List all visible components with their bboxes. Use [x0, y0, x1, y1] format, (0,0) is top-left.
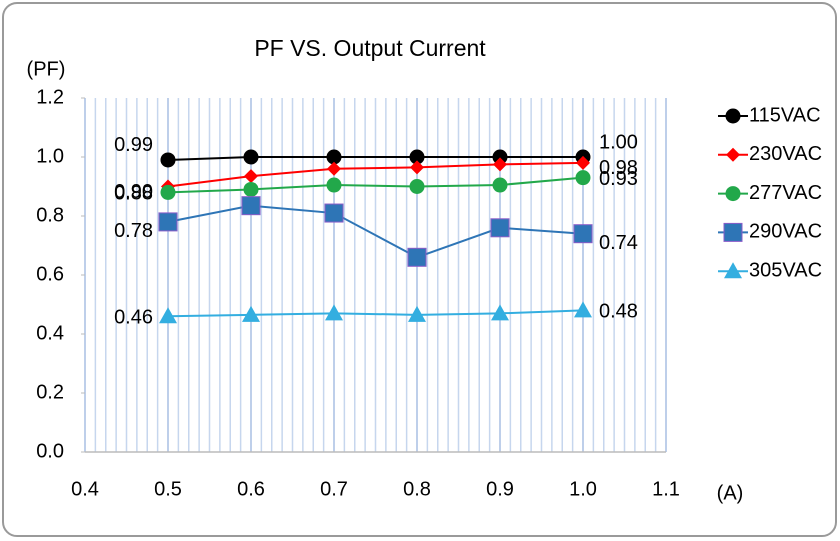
y-tick-label: 1.0 [36, 145, 64, 167]
data-point [409, 149, 425, 165]
data-label: 0.90 [114, 181, 153, 203]
legend-label: 305VAC [749, 259, 822, 281]
data-point [327, 161, 341, 176]
data-label: 1.00 [599, 131, 638, 153]
legend-marker [723, 222, 743, 242]
data-label: 0.99 [114, 134, 153, 156]
data-point [576, 155, 590, 170]
data-point [493, 157, 507, 172]
data-point [241, 196, 261, 216]
data-point [575, 170, 591, 186]
data-point [243, 149, 259, 165]
x-tick-label: 0.7 [320, 478, 348, 500]
legend-label: 115VAC [749, 104, 821, 126]
data-label: 0.98 [599, 157, 638, 179]
data-point [160, 184, 176, 200]
x-tick-label: 0.9 [486, 478, 514, 500]
legend-label: 290VAC [749, 221, 822, 243]
data-point [409, 179, 425, 194]
series-line [167, 161, 584, 188]
data-point [573, 224, 593, 244]
legend-marker [725, 186, 741, 202]
data-point [410, 160, 424, 175]
legend-label: 277VAC [749, 182, 822, 204]
y-tick-label: 1.2 [36, 86, 64, 108]
legend-marker [724, 262, 742, 279]
data-point [324, 203, 344, 223]
data-point [408, 305, 426, 322]
y-tick-label: 0.8 [36, 204, 64, 226]
data-point [407, 247, 427, 267]
data-point [243, 181, 259, 197]
data-label: 0.46 [114, 307, 153, 329]
data-point [490, 218, 510, 238]
x-tick-label: 0.5 [154, 478, 182, 500]
data-label: 0.88 [114, 183, 153, 205]
series-line [167, 309, 584, 318]
data-point [242, 305, 260, 322]
x-axis-title: (A) [717, 482, 744, 504]
series-line [167, 204, 584, 259]
data-point [158, 212, 178, 232]
legend-marker [726, 147, 740, 162]
data-point [244, 169, 258, 184]
legend-label: 230VAC [749, 143, 822, 165]
y-tick-label: 0.4 [36, 322, 64, 344]
data-label: 0.78 [114, 220, 153, 242]
data-label: 0.48 [599, 301, 638, 323]
y-tick-label: 0.2 [36, 381, 64, 403]
data-point [326, 177, 342, 193]
data-point [574, 301, 592, 318]
data-label: 0.93 [599, 168, 638, 190]
series-line [167, 156, 583, 161]
x-tick-label: 1.0 [569, 478, 597, 500]
data-point [160, 152, 176, 168]
chart-title: PF VS. Output Current [254, 35, 486, 61]
x-tick-label: 0.6 [237, 478, 265, 500]
data-label: 0.74 [599, 232, 638, 254]
data-point [492, 177, 508, 193]
x-tick-label: 0.4 [71, 478, 99, 500]
data-point [326, 149, 342, 165]
data-point [492, 149, 508, 165]
data-point [159, 307, 177, 324]
x-tick-label: 0.8 [403, 478, 431, 500]
y-tick-label: 0.6 [36, 263, 64, 285]
data-point [325, 304, 343, 321]
legend-marker [725, 108, 741, 124]
y-axis-title: (PF) [27, 58, 66, 80]
y-tick-label: 0.0 [36, 440, 64, 462]
x-tick-label: 1.1 [652, 478, 680, 500]
data-point [491, 304, 509, 321]
series-line [167, 176, 584, 194]
